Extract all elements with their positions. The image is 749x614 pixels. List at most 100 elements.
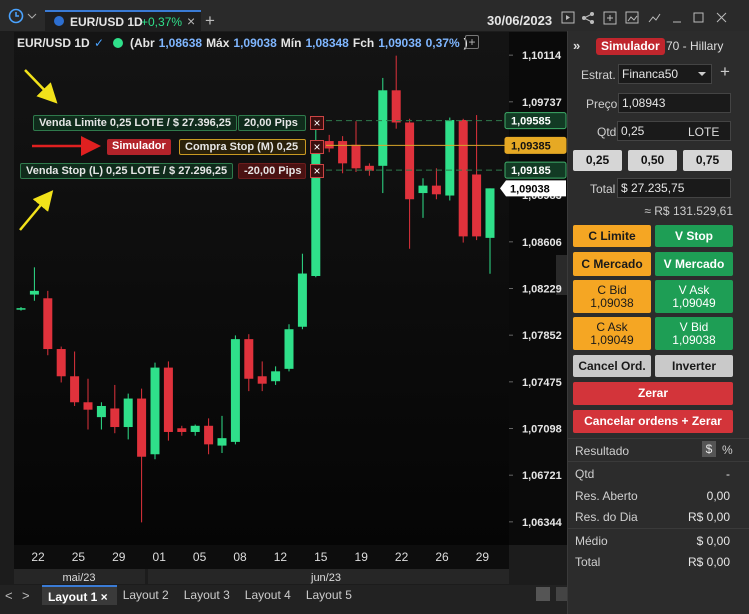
date: 30/06/2023 (487, 13, 553, 28)
month-band (14, 569, 145, 584)
tab[interactable] (45, 10, 201, 31)
scroll-left[interactable]: < (5, 588, 13, 603)
qty-button[interactable]: 0,25 (573, 150, 622, 171)
arrow (24, 69, 58, 104)
tab-title: EUR/USD 1D (70, 15, 143, 29)
candle-body (391, 90, 401, 123)
order-cancel[interactable]: × (310, 164, 324, 178)
result-percent[interactable]: % (722, 443, 733, 457)
result-value: R$ 0,00 (687, 510, 730, 524)
qty-button[interactable]: 0,50 (628, 150, 677, 171)
candle-body (257, 376, 267, 384)
sell-ask-button[interactable]: V Ask 1,09049 (655, 280, 733, 313)
order-cancel[interactable]: × (310, 140, 324, 154)
date-axis (14, 545, 509, 569)
layout-tab[interactable]: Layout 2 (117, 585, 178, 605)
order-tag: Simulador (107, 139, 171, 155)
button-label: Cancel Ord. (578, 358, 646, 373)
add-strategy[interactable]: + (720, 62, 730, 81)
x-tick-label: 01 (153, 550, 167, 564)
candle-body (70, 376, 80, 403)
x-tick-label: 08 (233, 550, 247, 564)
total-brl: ≈ R$ 131.529,61 (644, 204, 733, 218)
candle-body (485, 188, 495, 238)
qty-unit: LOTE (688, 125, 720, 139)
order-label[interactable]: Compra Stop (M) 0,25 (179, 139, 306, 155)
result-label: Total (575, 555, 601, 569)
scroll-handle[interactable] (556, 255, 567, 295)
status-dot (113, 38, 123, 48)
layout-tab[interactable]: Layout 1 × (42, 585, 117, 605)
order-label[interactable]: Venda Stop (L) 0,25 LOTE / $ 27.296,25 (20, 163, 234, 179)
candle-body (351, 144, 361, 169)
label: (Abr (130, 36, 155, 50)
order-label[interactable]: Venda Limite 0,25 LOTE / $ 27.396,25 (33, 115, 237, 131)
sell-market-button[interactable]: V Mercado (655, 252, 733, 276)
sell-stop-button[interactable]: V Stop (655, 225, 733, 247)
cancel-zero-button[interactable]: Cancelar ordens + Zerar (573, 410, 733, 433)
layout-tab[interactable]: Layout 4 (239, 585, 300, 605)
window-icons[interactable] (560, 10, 745, 26)
layout-icon[interactable] (556, 587, 567, 601)
add-indicator[interactable]: + (465, 35, 479, 49)
candle-body (364, 165, 374, 171)
button-price: 1,09038 (672, 332, 716, 347)
account-select[interactable]: 70 - Hillary (666, 39, 724, 53)
buy-market-button[interactable]: C Mercado (573, 252, 651, 276)
value: 1,09038 (378, 36, 422, 50)
result-label: Médio (575, 534, 608, 548)
strategy-select[interactable]: Financa50 (618, 64, 712, 84)
qty-input[interactable]: 0,25 (617, 121, 731, 141)
x-tick-label: 22 (395, 550, 409, 564)
buy-ask-button[interactable]: C Ask 1,09049 (573, 317, 651, 350)
scroll-right[interactable]: > (22, 588, 30, 603)
clock-icon[interactable] (8, 8, 38, 26)
result-dollar[interactable]: $ (702, 441, 716, 457)
layout-tab[interactable]: Layout 5 (300, 585, 357, 605)
tab-label: Layout 3 (183, 588, 230, 602)
label: Máx (206, 36, 230, 50)
candle-body (43, 298, 53, 350)
layout-icon[interactable] (536, 587, 550, 601)
account-tag: Simulador (596, 38, 665, 55)
price-input[interactable]: 1,08943 (618, 93, 731, 113)
price-label-box (504, 112, 567, 130)
buy-limit-button[interactable]: C Limite (573, 225, 651, 247)
buy-bid-button[interactable]: C Bid 1,09038 (573, 280, 651, 313)
sell-bid-button[interactable]: V Bid 1,09038 (655, 317, 733, 350)
cancel-orders-button[interactable]: Cancel Ord. (573, 355, 651, 377)
button-label: 0,50 (640, 153, 665, 167)
tab-label: Layout 5 (305, 588, 352, 602)
order-pips: 20,00 Pips (238, 115, 306, 131)
candle-body (311, 142, 321, 276)
x-tick-label: 29 (112, 550, 126, 564)
tab-label: Layout 4 (244, 588, 291, 602)
x-tick-label: 26 (435, 550, 449, 564)
button-label: V Stop (675, 228, 713, 243)
tab-add[interactable]: + (205, 11, 215, 30)
candle-body (324, 141, 334, 149)
candle-body (458, 120, 468, 237)
zero-button[interactable]: Zerar (573, 382, 733, 405)
candle-body (338, 141, 348, 164)
qty-button[interactable]: 0,75 (683, 150, 732, 171)
value: 1,08638 (158, 36, 203, 50)
button-label: C Mercado (581, 256, 643, 271)
y-tick-label: 1,07098 (522, 424, 562, 436)
candle-body (163, 367, 173, 432)
tab-close[interactable]: × (97, 590, 108, 604)
candle-body (297, 273, 307, 327)
qty-label: Qtd (597, 125, 617, 139)
order-cancel[interactable]: × (310, 116, 324, 130)
x-tick-label: 22 (31, 550, 45, 564)
separator (567, 461, 749, 462)
month-label: jun/23 (310, 572, 341, 584)
invert-button[interactable]: Inverter (655, 355, 733, 377)
label: Mín (280, 36, 302, 50)
candle-body (230, 339, 240, 442)
tab-close[interactable]: × (187, 13, 196, 29)
layout-tab[interactable]: Layout 3 (178, 585, 239, 605)
month-label: mai/23 (62, 572, 95, 584)
plot-area (14, 32, 509, 545)
